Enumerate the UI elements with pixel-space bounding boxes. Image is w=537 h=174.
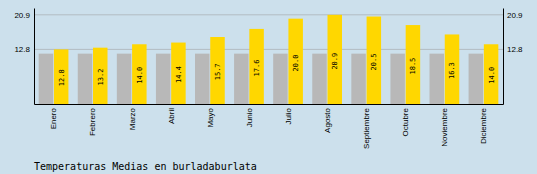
x-tick: Diciembre — [479, 104, 488, 144]
bars — [39, 15, 499, 104]
bar — [156, 54, 170, 104]
x-tick-label: Noviembre — [440, 107, 449, 146]
bar — [78, 54, 92, 104]
bar — [367, 17, 381, 104]
data-label: 20.0 — [292, 55, 300, 72]
bar — [273, 54, 287, 104]
x-tick-label: Marzo — [128, 107, 137, 130]
data-label: 20.9 — [331, 53, 339, 70]
bar — [249, 29, 263, 104]
bar — [445, 34, 459, 104]
x-tick: Noviembre — [440, 104, 449, 147]
bar — [54, 49, 68, 104]
y-tick: 20.9 — [14, 11, 34, 20]
y-axis-line — [34, 9, 35, 105]
x-tick: Enero — [49, 104, 58, 129]
x-tick-label: Junio — [245, 107, 254, 127]
bar — [39, 54, 53, 104]
x-tick-label: Diciembre — [479, 107, 488, 144]
data-label: 13.2 — [97, 69, 105, 86]
x-tick-label: Enero — [49, 107, 58, 129]
data-label: 14.0 — [488, 67, 496, 84]
y-tick-label: 12.8 — [14, 45, 30, 54]
bar — [390, 54, 404, 104]
x-tick-label: Septiembre — [362, 107, 371, 148]
bar — [132, 44, 146, 104]
data-label: 16.3 — [448, 62, 456, 79]
data-label: 14.0 — [136, 67, 144, 84]
x-tick-label: Mayo — [206, 107, 215, 127]
y2-tick: 12.8 — [503, 45, 523, 54]
bar — [171, 43, 185, 104]
x-tick-label: Abril — [167, 108, 176, 124]
x-tick: Septiembre — [362, 104, 371, 149]
y2-tick-label: 12.8 — [507, 45, 523, 54]
y2-tick: 20.9 — [503, 11, 523, 20]
y2-axis-line — [503, 9, 504, 105]
x-tick-label: Febrero — [88, 107, 97, 136]
data-label: 17.6 — [253, 60, 261, 77]
bar — [484, 44, 498, 104]
grid-line — [34, 14, 503, 15]
bar — [288, 19, 302, 104]
x-tick-label: Agosto — [323, 107, 332, 132]
data-label: 14.4 — [175, 66, 183, 83]
x-tick: Marzo — [128, 104, 137, 130]
bar — [351, 54, 365, 104]
bar — [195, 54, 209, 104]
x-axis: Enero Febrero Marzo Abril Mayo Junio Julio Agos… — [35, 104, 504, 149]
bar — [93, 48, 107, 104]
grid — [34, 15, 503, 50]
x-tick: Abril — [167, 104, 176, 124]
bar — [328, 15, 342, 104]
bar — [234, 54, 248, 104]
bar — [210, 37, 224, 104]
data-labels: 12.8 13.2 14.0 14.4 15.7 17.6 20.0 20.9 20.5 18.5… — [58, 53, 496, 86]
chart: 12.8 13.2 14.0 14.4 15.7 17.6 20.0 20.9 20.5 18.5… — [0, 0, 537, 174]
y-tick: 12.8 — [14, 45, 34, 54]
y2-axis: 12.8 20.9 — [503, 9, 523, 105]
bar — [117, 54, 131, 104]
data-label: 20.5 — [370, 54, 378, 71]
bar — [430, 54, 444, 104]
y2-tick-label: 20.9 — [507, 11, 523, 20]
data-label: 15.7 — [214, 63, 222, 80]
bar — [312, 54, 326, 104]
bar-series — [54, 15, 498, 104]
x-tick: Febrero — [88, 104, 97, 136]
data-label: 12.8 — [58, 69, 66, 86]
data-label: 18.5 — [409, 58, 417, 75]
title: Temperaturas Medias en burladaburlata — [34, 161, 257, 172]
plot: 12.8 13.2 14.0 14.4 15.7 17.6 20.0 20.9 20.5 18.5… — [14, 9, 523, 149]
x-tick-label: Octubre — [401, 107, 410, 136]
bar — [469, 54, 483, 104]
bar — [406, 25, 420, 104]
x-tick: Agosto — [323, 104, 332, 133]
x-tick-label: Julio — [284, 107, 293, 124]
y-tick-label: 20.9 — [14, 11, 30, 20]
x-tick: Octubre — [401, 104, 410, 136]
x-tick: Julio — [284, 104, 293, 124]
y-axis: 12.8 20.9 — [14, 9, 34, 105]
x-axis-line — [35, 104, 504, 105]
x-tick: Junio — [245, 104, 254, 127]
x-tick: Mayo — [206, 104, 215, 128]
